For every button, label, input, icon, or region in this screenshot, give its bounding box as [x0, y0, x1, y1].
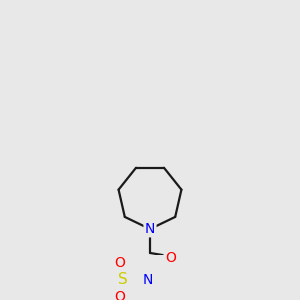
Text: O: O — [165, 251, 176, 265]
Text: N: N — [145, 222, 155, 236]
Text: S: S — [118, 272, 128, 287]
Text: O: O — [114, 256, 125, 270]
Text: O: O — [114, 290, 125, 300]
Text: N: N — [143, 273, 154, 287]
